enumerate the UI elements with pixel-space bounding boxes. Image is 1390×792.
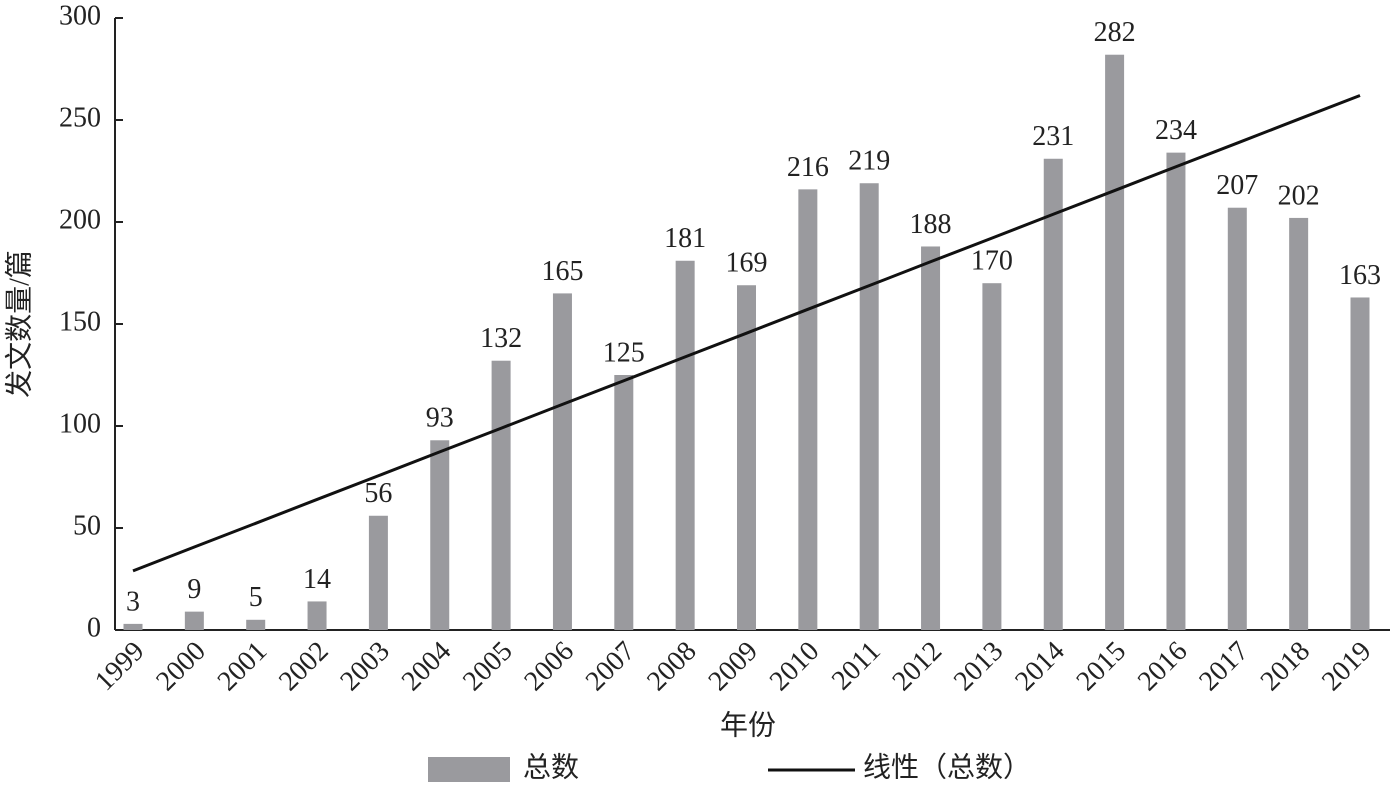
- y-tick-label: 100: [59, 408, 101, 439]
- value-label: 234: [1155, 115, 1197, 146]
- value-label: 93: [426, 403, 454, 434]
- value-label: 5: [249, 582, 263, 613]
- bar: [1227, 207, 1247, 630]
- value-label: 169: [726, 248, 768, 279]
- x-tick-label: 2016: [1132, 636, 1194, 698]
- y-tick-label: 300: [59, 0, 101, 31]
- bar: [1105, 54, 1125, 631]
- x-tick-label: 2015: [1071, 636, 1133, 698]
- bar: [123, 623, 143, 630]
- value-label: 216: [787, 152, 829, 183]
- bar: [184, 611, 204, 630]
- bar: [675, 260, 695, 630]
- legend-label: 总数: [523, 751, 579, 783]
- x-tick-label: 2012: [887, 636, 949, 698]
- value-label: 181: [664, 223, 706, 254]
- bar: [1166, 152, 1186, 630]
- x-tick-label: 2006: [518, 636, 580, 698]
- value-label: 207: [1216, 170, 1258, 201]
- x-tick-label: 2019: [1316, 636, 1378, 698]
- x-tick-label: 2011: [826, 636, 887, 697]
- y-tick-label: 50: [73, 510, 101, 541]
- bar: [491, 360, 511, 630]
- value-label: 219: [848, 146, 890, 177]
- x-tick-label: 2000: [150, 636, 212, 698]
- value-label: 170: [971, 246, 1013, 277]
- legend-swatch: [428, 757, 510, 782]
- bar: [368, 515, 388, 630]
- y-tick-label: 250: [59, 102, 101, 133]
- bar: [552, 293, 572, 630]
- value-label: 14: [303, 564, 331, 595]
- value-label: 163: [1339, 260, 1381, 291]
- x-tick-label: 2007: [580, 636, 642, 698]
- y-tick-label: 150: [59, 306, 101, 337]
- x-tick-label: 2010: [764, 636, 826, 698]
- x-tick-label: 2018: [1255, 636, 1317, 698]
- y-tick-label: 0: [87, 612, 101, 643]
- bar: [614, 375, 634, 630]
- trend-line: [132, 94, 1361, 573]
- value-label: 132: [480, 323, 522, 354]
- value-label: 188: [910, 209, 952, 240]
- value-label: 3: [126, 586, 140, 617]
- bar: [982, 283, 1002, 630]
- value-label: 125: [603, 337, 645, 368]
- y-axis-label: 发文数量/篇: [3, 250, 35, 398]
- x-tick-label: 2005: [457, 636, 519, 698]
- bar: [430, 440, 450, 630]
- bar: [1043, 158, 1063, 630]
- value-label: 9: [187, 574, 201, 605]
- bar: [859, 183, 879, 631]
- bar: [798, 189, 818, 631]
- y-tick-label: 200: [59, 204, 101, 235]
- x-tick-label: 2013: [948, 636, 1010, 698]
- x-axis-label: 年份: [720, 709, 776, 741]
- bar: [1350, 297, 1370, 630]
- x-tick-label: 2017: [1193, 636, 1255, 698]
- value-label: 231: [1032, 121, 1074, 152]
- x-tick-label: 2008: [641, 636, 703, 698]
- x-tick-label: 2004: [396, 636, 458, 698]
- value-label: 165: [541, 256, 583, 287]
- bar: [307, 601, 327, 630]
- x-tick-label: 2003: [334, 636, 396, 698]
- x-tick-label: 2014: [1009, 636, 1071, 698]
- value-label: 282: [1094, 17, 1136, 48]
- x-tick-label: 2002: [273, 636, 335, 698]
- legend-label: 线性（总数）: [863, 751, 1031, 783]
- bar: [246, 619, 266, 630]
- x-tick-label: 2009: [702, 636, 764, 698]
- bar: [921, 246, 941, 631]
- value-label: 202: [1278, 180, 1320, 211]
- x-tick-label: 2001: [212, 636, 274, 698]
- bar: [737, 285, 756, 630]
- value-label: 56: [364, 478, 392, 509]
- x-tick-label: 1999: [89, 636, 151, 698]
- bar: [1289, 217, 1309, 631]
